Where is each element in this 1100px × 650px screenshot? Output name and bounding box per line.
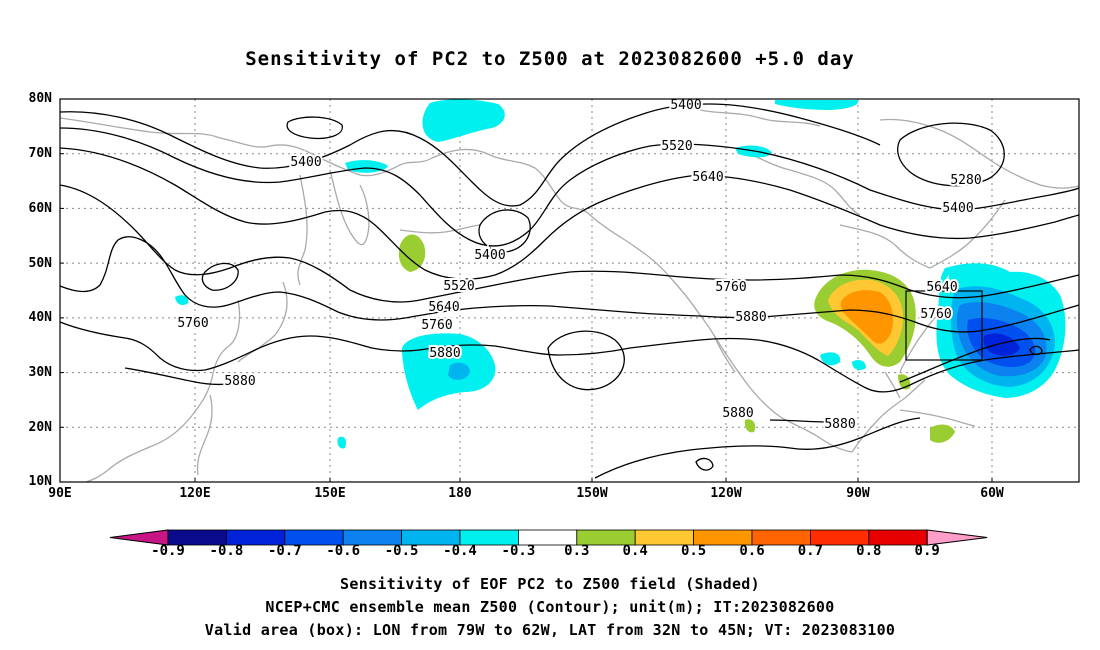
contour-label: 5760 <box>715 280 746 295</box>
colorbar-tick-label: 0.7 <box>797 543 824 559</box>
contour-label: 5640 <box>926 280 957 295</box>
contour-label: 5640 <box>428 300 459 315</box>
contour-label: 5400 <box>290 155 321 170</box>
contour-label: 5280 <box>950 173 981 188</box>
plot-title: Sensitivity of PC2 to Z500 at 2023082600… <box>245 48 855 70</box>
valid-area-box <box>905 290 983 361</box>
colorbar-tick-label: 0.6 <box>739 543 765 559</box>
contour-label: 5760 <box>421 318 452 333</box>
contour-label: 5760 <box>177 316 208 331</box>
contour-label: 5400 <box>942 201 973 216</box>
lon-label: 90E <box>48 486 72 501</box>
lon-label: 150E <box>314 486 346 501</box>
lat-label: 80N <box>28 91 52 106</box>
contour-label: 5880 <box>429 346 460 361</box>
lon-label: 90W <box>846 486 870 501</box>
caption-line-3: Valid area (box): LON from 79W to 62W, L… <box>204 621 896 639</box>
colorbar-tick-label: -0.6 <box>326 543 361 559</box>
colorbar <box>109 529 988 546</box>
contour-label: 5880 <box>824 417 855 432</box>
colorbar-tick-label: 0.4 <box>622 543 648 559</box>
colorbar-tick-label: -0.8 <box>209 543 244 559</box>
axis-ticks <box>60 98 993 482</box>
lon-label: 120E <box>179 486 211 501</box>
contour-label: 5520 <box>661 139 692 154</box>
caption-line-1: Sensitivity of EOF PC2 to Z500 field (Sh… <box>340 575 760 593</box>
lon-gridlines <box>194 99 993 482</box>
colorbar-tick-label: 0.3 <box>564 543 590 559</box>
contour-label: 5880 <box>722 406 753 421</box>
colorbar-tick-label: -0.7 <box>267 543 302 559</box>
coastlines <box>59 109 1080 483</box>
lat-label: 50N <box>28 256 52 271</box>
colorbar-tick-label: 0.8 <box>856 543 882 559</box>
colorbar-tick-label: -0.3 <box>501 543 536 559</box>
lon-label: 150W <box>576 486 608 501</box>
colorbar-tick-label: -0.4 <box>443 543 477 559</box>
colorbar-tick-label: 0.9 <box>914 543 940 559</box>
contour-label: 5520 <box>443 279 474 294</box>
map-border <box>59 98 1080 483</box>
contour-label: 5760 <box>920 307 951 322</box>
lat-label: 70N <box>28 146 52 161</box>
lat-label: 30N <box>28 365 52 380</box>
contour-label: 5400 <box>670 98 701 113</box>
contour-label: 5880 <box>735 310 766 325</box>
lon-label: 60W <box>980 486 1004 501</box>
colorbar-high-triangle <box>926 529 988 546</box>
colorbar-tick-label: -0.5 <box>384 543 419 559</box>
lat-gridlines <box>60 153 1079 428</box>
contour-labels: 5400 5520 5640 5400 5280 5400 5400 5520 … <box>175 96 983 434</box>
caption-line-2: NCEP+CMC ensemble mean Z500 (Contour); u… <box>265 598 835 616</box>
contour-label: 5640 <box>692 170 723 185</box>
lon-label: 120W <box>710 486 742 501</box>
lon-label: 180 <box>448 486 472 501</box>
contour-label: 5880 <box>224 374 255 389</box>
z500-contours <box>59 103 1080 479</box>
lat-label: 20N <box>28 420 52 435</box>
lat-label: 10N <box>28 474 52 489</box>
colorbar-tick-label: -0.9 <box>151 543 185 559</box>
colorbar-tick-label: 0.5 <box>680 543 707 559</box>
positive-sensitivity-shading <box>398 234 955 443</box>
lat-label: 60N <box>28 201 52 216</box>
contour-label: 5400 <box>474 248 505 263</box>
lat-label: 40N <box>28 310 52 325</box>
